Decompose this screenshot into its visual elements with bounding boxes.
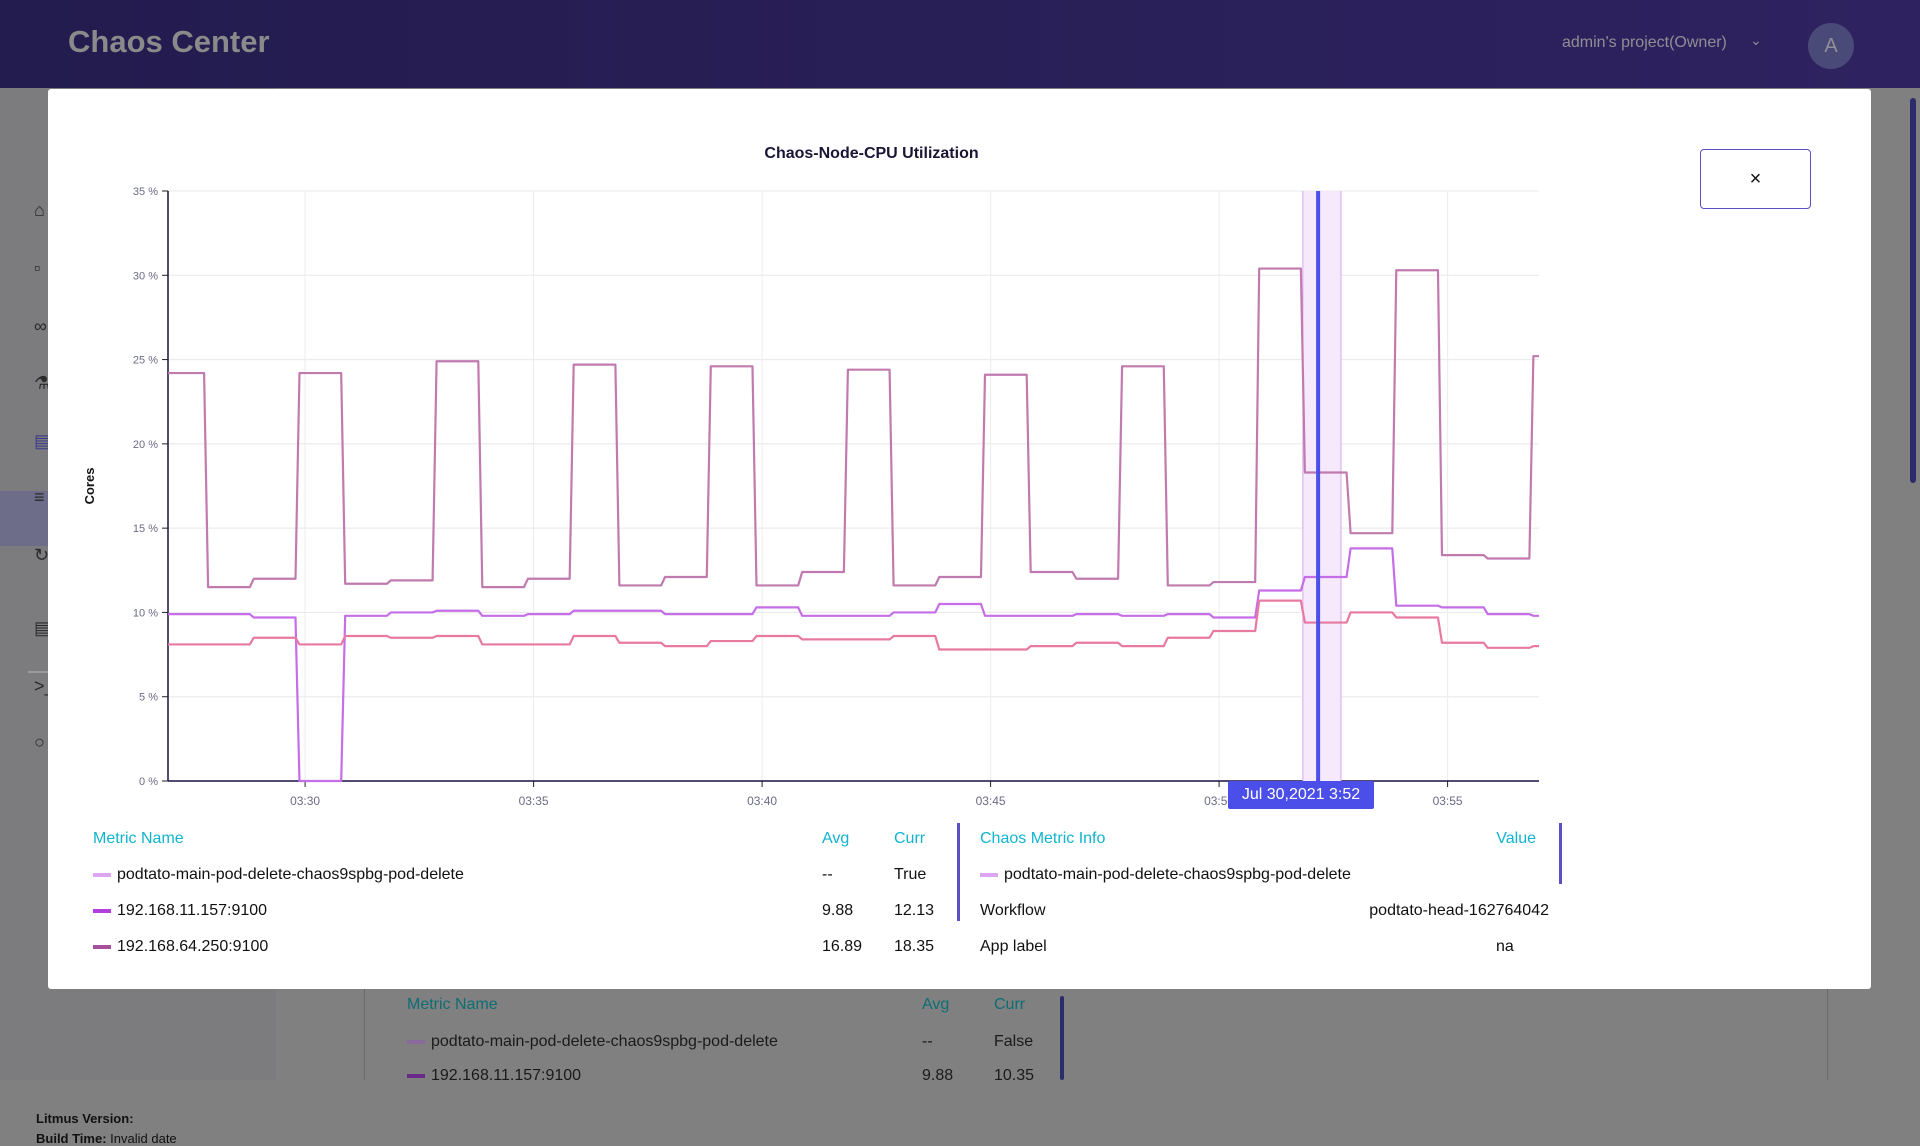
x-tick-label: 03:40 xyxy=(747,794,777,808)
legend-swatch xyxy=(93,872,111,877)
bg-row-curr: False xyxy=(994,1033,1034,1050)
build-time: Build Time: Invalid date xyxy=(36,1131,177,1146)
y-tick-label: 35 % xyxy=(133,186,158,198)
legend-item[interactable]: podtato-main-pod-delete-chaos9spbg-pod-d… xyxy=(93,866,464,884)
metric-curr: True xyxy=(894,866,927,883)
series-line-0 xyxy=(168,267,1539,589)
brand-title: Chaos Center xyxy=(68,24,270,59)
legend-swatch xyxy=(93,944,111,949)
metric-avg: 9.88 xyxy=(822,902,854,919)
metric-avg: 16.89 xyxy=(822,938,863,955)
header-metric-name: Metric Name xyxy=(93,830,184,847)
series-line-2 xyxy=(168,599,1539,651)
header-value: Value xyxy=(1496,830,1536,847)
sidebar-divider xyxy=(28,671,58,673)
info-label: App label xyxy=(980,938,1047,955)
legend-swatch xyxy=(93,908,111,913)
bg-row-avg: -- xyxy=(922,1033,933,1050)
chat-icon[interactable]: ○ xyxy=(34,732,45,752)
legend-swatch xyxy=(407,1039,425,1044)
y-tick-label: 25 % xyxy=(133,355,158,367)
table-divider xyxy=(957,823,960,921)
header-curr: Curr xyxy=(894,830,926,847)
avatar[interactable]: A xyxy=(1808,23,1854,69)
flask-icon[interactable]: ⚗ xyxy=(34,373,51,393)
cpu-utilization-chart[interactable]: 0 % 5 % 10 % 15 % 20 % 25 % 30 % 35 % 03:30 03:35… xyxy=(48,89,1871,849)
metric-modal: Chaos-Node-CPU Utilization × 0 % 5 % 10 % 1… xyxy=(48,89,1871,989)
chevron-down-icon[interactable]: ⌄ xyxy=(1750,32,1762,48)
y-tick-label: 0 % xyxy=(139,776,158,788)
page-scrollbar[interactable] xyxy=(1910,98,1916,483)
legend-item[interactable]: 192.168.11.157:9100 xyxy=(93,902,267,920)
home-icon[interactable]: ⌂ xyxy=(34,200,45,220)
y-tick-label: 15 % xyxy=(133,523,158,535)
analytics-icon[interactable]: ▤ xyxy=(34,431,52,451)
header-avg: Avg xyxy=(822,830,850,847)
bg-divider xyxy=(1060,996,1064,1080)
chaos-divider xyxy=(1559,823,1562,884)
y-tick-label: 20 % xyxy=(133,439,158,451)
workflows-icon[interactable]: ▫ xyxy=(34,258,41,278)
x-tick-label: 03:55 xyxy=(1433,794,1463,808)
legend-swatch xyxy=(407,1073,425,1078)
bg-row: podtato-main-pod-delete-chaos9spbg-pod-d… xyxy=(407,1033,778,1051)
project-selector[interactable]: admin's project(Owner) xyxy=(1562,34,1727,51)
info-label: Workflow xyxy=(980,902,1046,919)
y-tick-label: 30 % xyxy=(133,270,158,282)
y-tick-label: 5 % xyxy=(139,692,158,704)
background-card xyxy=(364,989,1828,1080)
info-value: podtato-head-162764042 xyxy=(1369,902,1549,919)
info-value: na xyxy=(1496,938,1514,955)
x-tick-label: 03:35 xyxy=(519,794,549,808)
chaos-event-item: podtato-main-pod-delete-chaos9spbg-pod-d… xyxy=(980,866,1351,884)
link-icon[interactable]: ∞ xyxy=(34,316,47,336)
bg-header-curr: Curr xyxy=(994,996,1026,1013)
legend-swatch xyxy=(980,872,998,877)
x-tick-label: 03:45 xyxy=(976,794,1006,808)
refresh-icon[interactable]: ↻ xyxy=(34,545,50,565)
chart-title: Chaos-Node-CPU Utilization xyxy=(764,145,979,162)
bg-row-avg: 9.88 xyxy=(922,1067,954,1084)
x-tick-label: 03:30 xyxy=(290,794,320,808)
y-tick-label: 10 % xyxy=(133,607,158,619)
document-icon[interactable]: ▤ xyxy=(34,618,52,638)
header-chaos-metric-info: Chaos Metric Info xyxy=(980,830,1106,847)
bg-header-avg: Avg xyxy=(922,996,950,1013)
time-tooltip: Jul 30,2021 3:52 xyxy=(1228,781,1374,809)
bg-header-metric-name: Metric Name xyxy=(407,996,498,1013)
litmus-version: Litmus Version: xyxy=(36,1111,134,1126)
legend-item[interactable]: 192.168.64.250:9100 xyxy=(93,938,268,956)
chaos-window xyxy=(1302,191,1341,781)
x-tick-label: 03:50 xyxy=(1204,794,1234,808)
metric-curr: 18.35 xyxy=(894,938,935,955)
series-line-1 xyxy=(168,547,1539,783)
metric-avg: -- xyxy=(822,866,833,883)
y-axis-label: Cores xyxy=(82,468,97,505)
metric-curr: 12.13 xyxy=(894,902,935,919)
settings-sliders-icon[interactable]: ≡ xyxy=(34,487,45,507)
bg-row-curr: 10.35 xyxy=(994,1067,1035,1084)
app-header: Chaos Center admin's project(Owner) ⌄ A xyxy=(0,0,1920,88)
close-button[interactable]: × xyxy=(1700,149,1811,209)
bg-row: 192.168.11.157:9100 xyxy=(407,1067,581,1085)
